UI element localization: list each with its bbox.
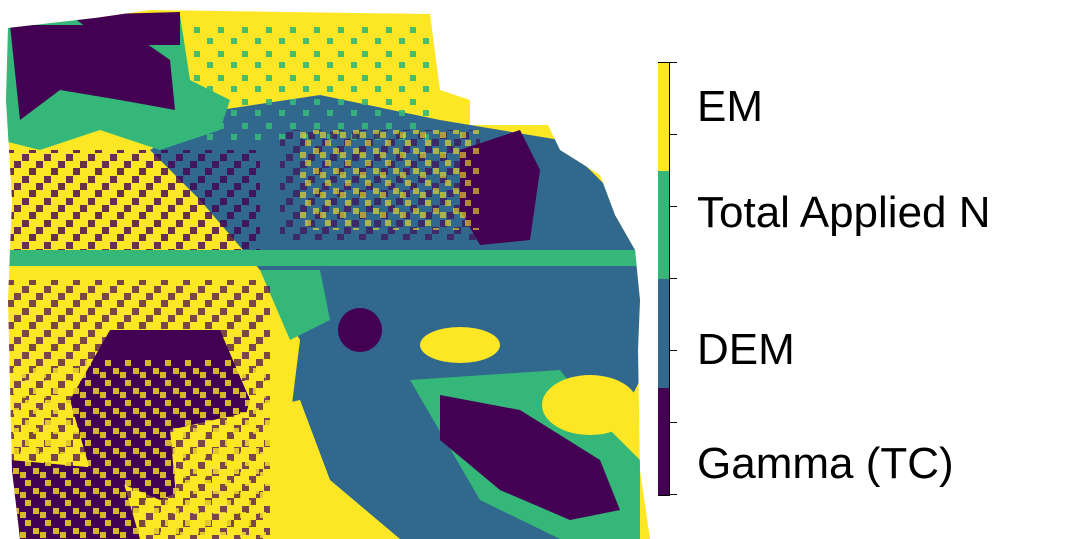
colorbar-segment-em — [658, 62, 670, 171]
colorbar-segment-dem — [658, 279, 670, 388]
legend-label-dem: DEM — [697, 325, 795, 374]
legend-label-em: EM — [697, 82, 763, 131]
raster-region-gamma — [10, 25, 175, 120]
raster-region-gamma — [440, 395, 620, 520]
colorbar-tick — [670, 494, 677, 495]
colorbar-tick — [670, 350, 677, 351]
raster-region-em — [420, 327, 500, 363]
legend-label-total-applied-n: Total Applied N — [697, 188, 991, 237]
colorbar-tick — [670, 206, 677, 207]
colorbar — [658, 62, 680, 496]
raster-region-em — [542, 375, 638, 435]
raster-region-gamma — [338, 308, 382, 352]
raster-region-gamma — [70, 12, 180, 45]
legend-label-gamma-tc: Gamma (TC) — [697, 439, 954, 488]
raster-region-n — [6, 250, 650, 266]
colorbar-tick — [670, 278, 677, 279]
colorbar-segment-total-applied-n — [658, 170, 670, 279]
colorbar-tick — [670, 62, 677, 63]
colorbar-frame — [658, 62, 670, 496]
colorbar-tick — [670, 134, 677, 135]
categorical-raster-map — [6, 10, 650, 539]
colorbar-segment-gamma — [658, 387, 670, 496]
colorbar-tick — [670, 422, 677, 423]
raster-region-n — [260, 270, 330, 340]
